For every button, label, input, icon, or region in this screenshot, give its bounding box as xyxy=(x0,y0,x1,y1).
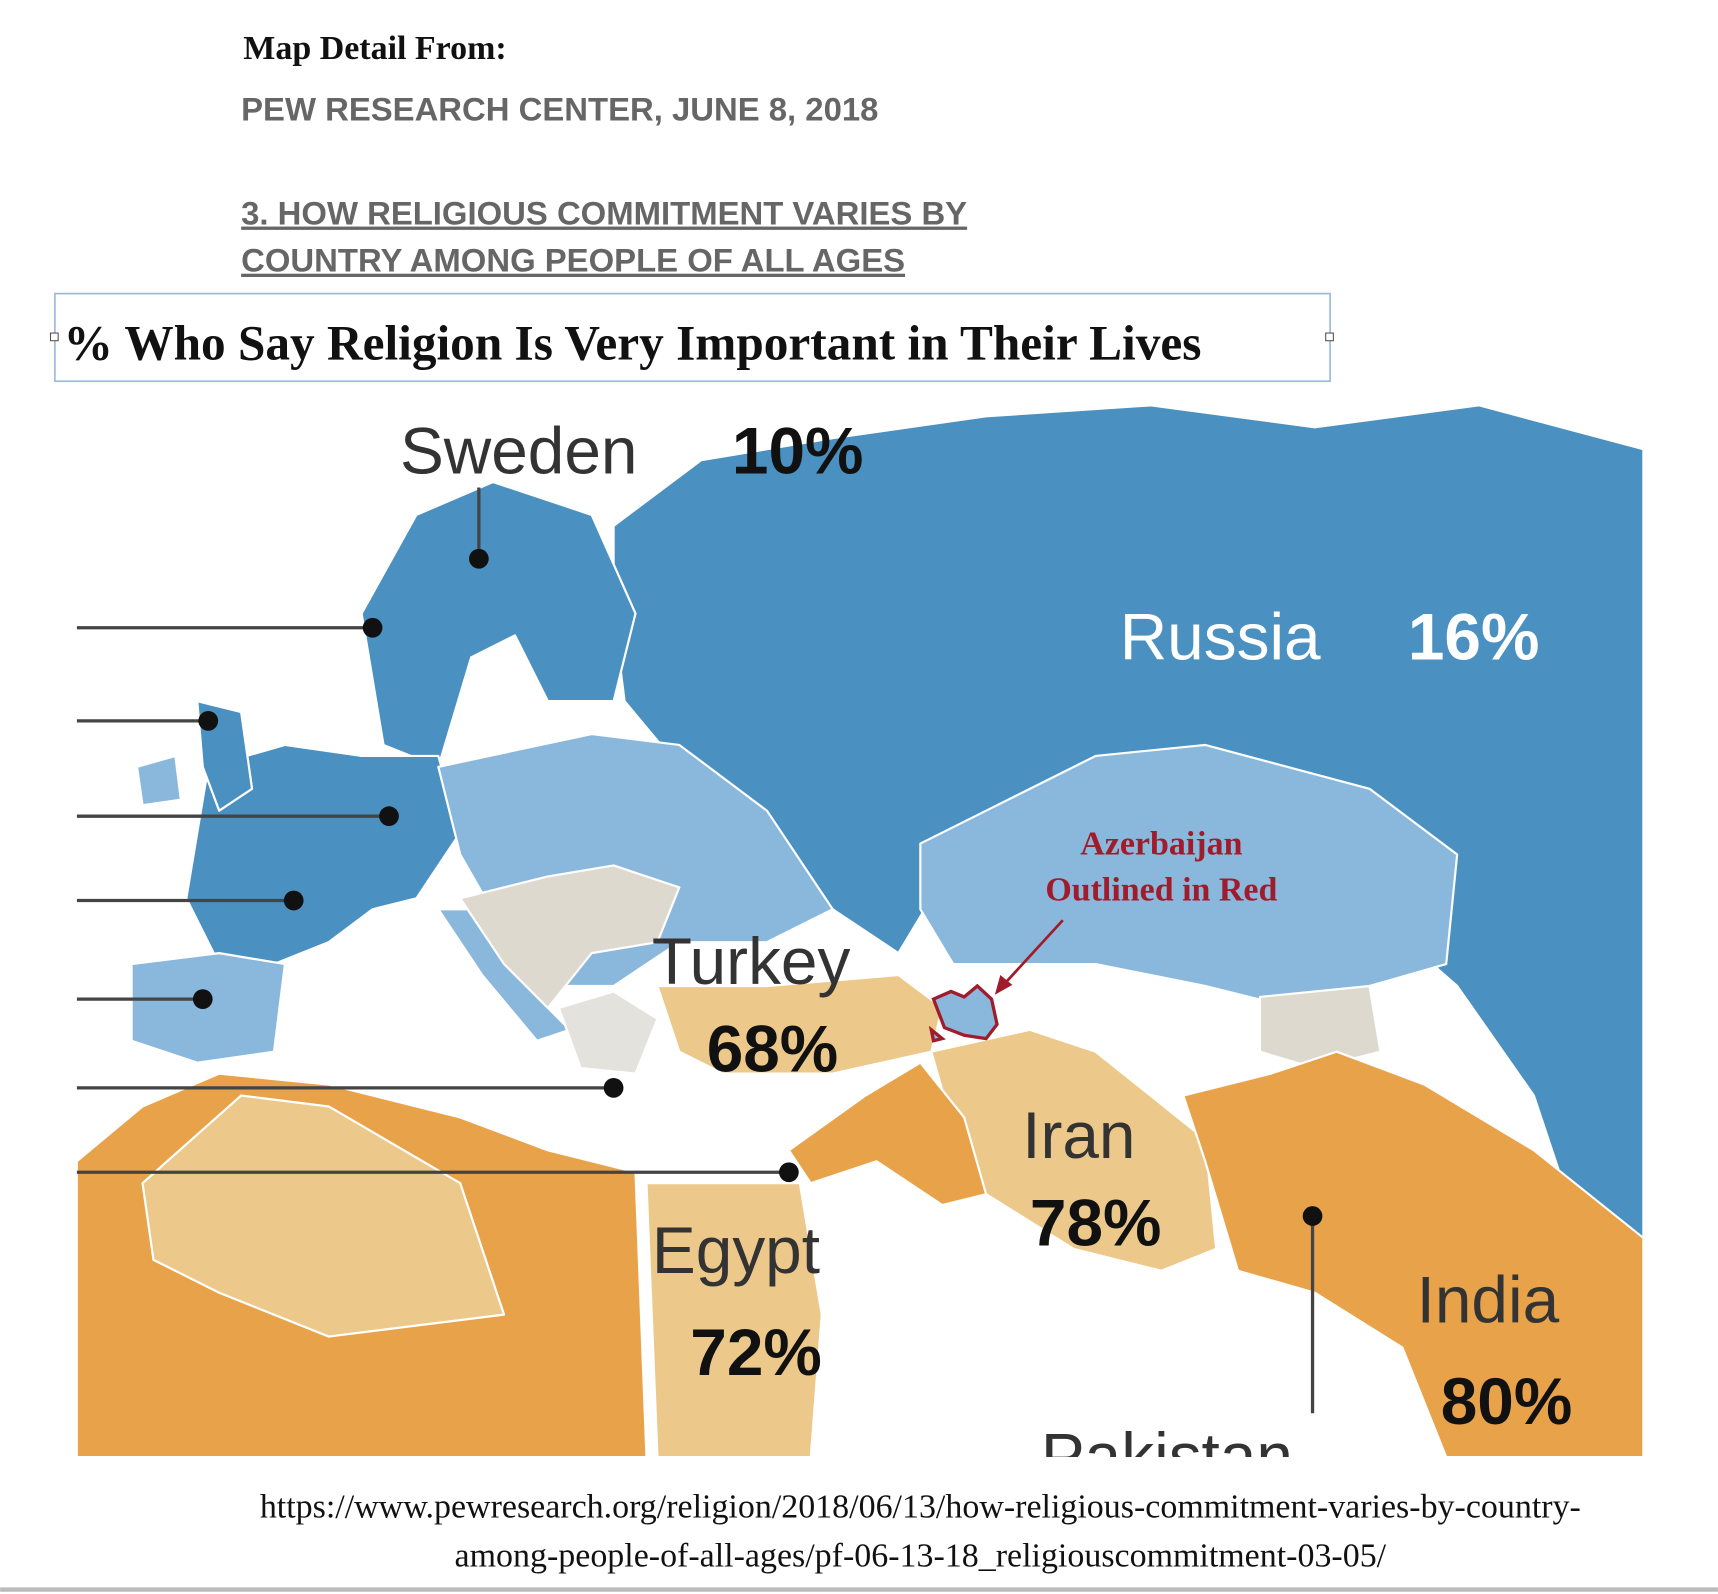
intro: Map Detail From: xyxy=(243,30,506,67)
leader-dot xyxy=(468,548,489,569)
leader-dot xyxy=(362,617,383,638)
article-link[interactable]: 3. HOW RELIGIOUS COMMITMENT VARIES BY xyxy=(241,195,967,232)
handle[interactable] xyxy=(1325,332,1334,342)
egypt xyxy=(645,1182,823,1458)
azerbaijan-outline xyxy=(928,983,999,1043)
annotation: Outlined in Red xyxy=(1045,872,1277,909)
country-name: Sweden xyxy=(400,413,637,487)
country-value: 72% xyxy=(690,1315,822,1389)
url[interactable]: among-people-of-all-ages/pf-06-13-18_rel… xyxy=(455,1538,1387,1575)
leader-dot xyxy=(379,806,399,827)
central-asia xyxy=(1258,984,1382,1070)
country-value: 16% xyxy=(1408,600,1540,674)
middle-east xyxy=(787,1061,988,1207)
country-value: 68% xyxy=(707,1011,839,1085)
south-asia xyxy=(1182,1050,1645,1458)
leader-dot xyxy=(192,989,213,1009)
algeria xyxy=(141,1094,506,1338)
country-name: Turkey xyxy=(652,924,851,998)
ireland xyxy=(135,754,182,807)
annotation-arrow xyxy=(1001,919,1064,987)
country-value: 10% xyxy=(732,413,864,487)
url[interactable]: https://www.pewresearch.org/religion/201… xyxy=(260,1488,1581,1525)
source: PEW RESEARCH CENTER, JUNE 8, 2018 xyxy=(241,91,878,128)
handle[interactable] xyxy=(49,332,59,342)
leader-dot xyxy=(198,711,219,731)
country-name: Russia xyxy=(1120,600,1321,674)
leader-dot xyxy=(603,1078,624,1098)
article-link[interactable]: COUNTRY AMONG PEOPLE OF ALL AGES xyxy=(241,242,905,279)
country-name: Iran xyxy=(1022,1098,1135,1172)
country-name: Pakistan xyxy=(1041,1419,1293,1493)
country-value: 78% xyxy=(1030,1186,1162,1260)
leader-dot xyxy=(283,890,304,911)
country-name: India xyxy=(1417,1262,1560,1336)
map: Sweden 10% Russia 16% Turkey 68% Iran 78% Egypt 7… xyxy=(76,388,1646,1493)
spain xyxy=(130,952,287,1064)
balkans xyxy=(459,864,681,1009)
leader-dot xyxy=(779,1162,799,1183)
country-value: 80% xyxy=(1441,1364,1573,1438)
leader-dot xyxy=(1302,1206,1323,1226)
title: % Who Say Religion Is Very Important in … xyxy=(64,315,1202,370)
country-name: Egypt xyxy=(652,1213,820,1287)
greece xyxy=(557,990,659,1075)
annotation: Azerbaijan xyxy=(1080,826,1242,863)
annotation-arrowhead xyxy=(994,975,1013,995)
